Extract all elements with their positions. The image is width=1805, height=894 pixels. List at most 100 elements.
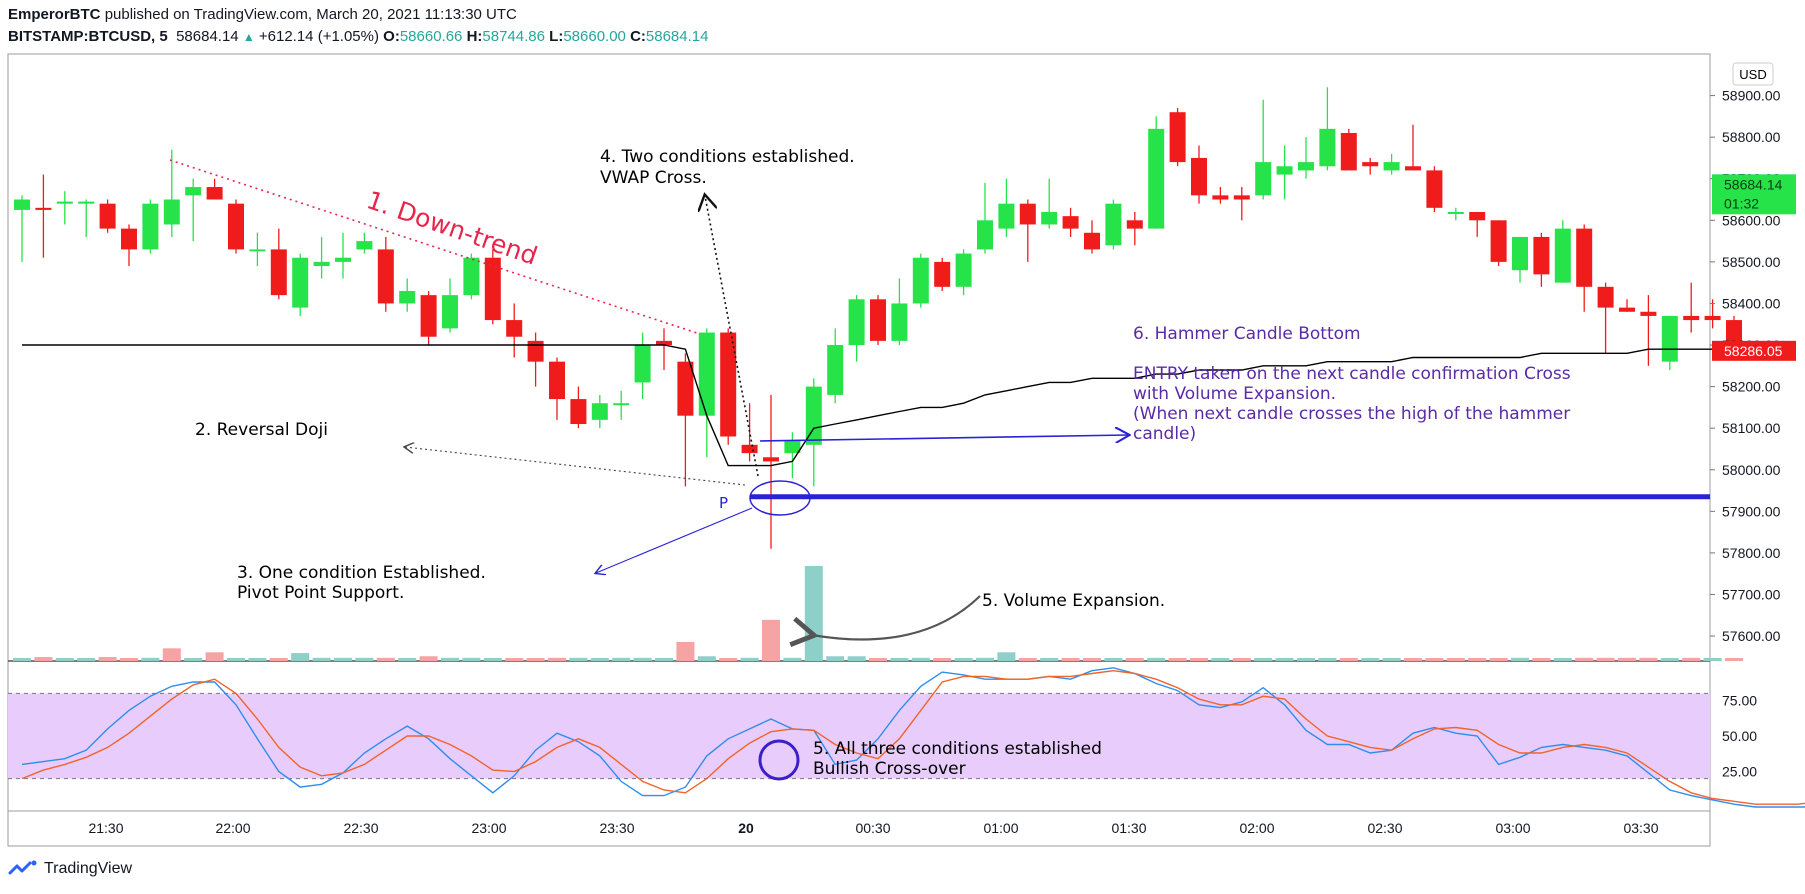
vwap-price-text: 58286.05 — [1724, 343, 1783, 359]
volume-bar — [826, 656, 845, 661]
candle-body — [805, 386, 822, 445]
volume-bar — [783, 657, 802, 661]
candle-body — [1319, 128, 1336, 167]
author-name[interactable]: EmperorBTC — [8, 6, 101, 23]
candle-body — [1276, 166, 1293, 175]
volume-bar — [911, 657, 930, 661]
volume-bar — [1468, 658, 1487, 661]
stoch-d-line — [21, 669, 1805, 805]
entry-line1: ENTRY taken on the next candle confirmat… — [1133, 364, 1571, 384]
currency-label: USD — [1739, 67, 1766, 82]
volume-bar — [1168, 658, 1187, 661]
oscillator-tick-label: 25.00 — [1722, 764, 1757, 780]
vwap-cross-line1: 4. Two conditions established. — [600, 147, 855, 167]
candle-body — [99, 203, 116, 229]
price-tick-label: 58400.00 — [1722, 295, 1781, 311]
candle-body — [335, 257, 351, 262]
volume-bar — [1682, 657, 1701, 661]
volume-bar — [98, 657, 117, 661]
volume-bar — [976, 657, 994, 661]
candle-body — [1340, 132, 1357, 171]
candle-body — [1148, 128, 1165, 229]
entry-arrow — [759, 435, 1128, 441]
volume-bar — [205, 652, 224, 661]
stochastic-lines — [21, 667, 1805, 808]
pivot-condition-line2: Pivot Point Support. — [237, 583, 404, 603]
volume-bar — [762, 619, 780, 661]
volume-bar — [291, 653, 310, 661]
candle-body — [1212, 195, 1229, 200]
volume-bar — [1553, 658, 1572, 661]
volume-bar — [526, 658, 545, 661]
candle-body — [228, 203, 244, 250]
volume-bar — [13, 658, 31, 661]
tradingview-brand-text: TradingView — [44, 860, 133, 877]
currency-badge[interactable] — [1732, 62, 1774, 86]
volume-bar — [633, 657, 652, 661]
symbol-info-bar: BITSTAMP:BTCUSD, 5 58684.14 ▲ +612.14 (+… — [8, 28, 708, 45]
candle-body — [206, 187, 223, 200]
volume-bar — [1211, 658, 1230, 661]
price-tick-label: 58000.00 — [1722, 462, 1781, 478]
volume-bar — [1660, 658, 1679, 661]
volume-bar — [1083, 658, 1101, 661]
candle-body — [442, 295, 458, 329]
high-label: H: — [466, 28, 483, 45]
reversal-doji-arrow — [405, 447, 746, 486]
volume-bar — [441, 657, 459, 661]
volume-bar — [676, 642, 695, 661]
oscillator-tick-label: 50.00 — [1722, 728, 1757, 744]
tradingview-logo-icon — [8, 860, 37, 875]
price-tick-label: 58800.00 — [1722, 129, 1781, 145]
time-axis[interactable]: 21:30 22:00 22:30 23:00 23:30 20 00:30 01:00 01:… — [88, 820, 1658, 836]
time-tick-label: 22:30 — [343, 820, 378, 836]
price-change: +612.14 (+1.05%) — [258, 28, 379, 45]
candle-body — [677, 361, 694, 416]
volume-bar — [334, 657, 352, 661]
candle-body — [955, 253, 972, 287]
volume-bar — [462, 657, 481, 661]
candle-body — [1533, 236, 1550, 275]
vwap-line — [22, 344, 1734, 467]
close-value: 58684.14 — [645, 28, 709, 45]
volume-bar — [697, 656, 716, 661]
candle-body — [784, 440, 801, 454]
price-axis[interactable]: 58900.0058800.0058700.0058600.0058500.00… — [1710, 88, 1781, 644]
entry-line4: candle) — [1133, 424, 1196, 444]
candle-body — [420, 295, 437, 337]
volume-bar — [1382, 658, 1401, 661]
candle-body — [827, 345, 844, 395]
volume-bar — [248, 658, 267, 661]
symbol-name[interactable]: BITSTAMP:BTCUSD, 5 — [8, 28, 168, 45]
volume-bar — [1575, 657, 1594, 661]
volume-bar — [398, 658, 417, 661]
volume-bar — [847, 656, 866, 661]
volume-bar — [141, 657, 160, 661]
candle-body — [292, 257, 309, 308]
volume-bar — [590, 658, 609, 661]
candles — [14, 87, 1742, 549]
crossover-circle[interactable] — [758, 739, 800, 781]
footer-brand[interactable]: TradingView — [8, 860, 132, 878]
candle-body — [249, 249, 266, 252]
candle-body — [998, 203, 1015, 229]
candle-body — [377, 249, 394, 304]
hammer-ellipse[interactable] — [749, 480, 811, 516]
volume-bar — [312, 657, 331, 661]
candle-body — [763, 457, 779, 462]
volume-bars — [13, 566, 1743, 661]
current-price-label — [1712, 174, 1796, 215]
candle-body — [506, 320, 523, 337]
candle-body — [1233, 195, 1250, 200]
volume-bar — [1125, 658, 1144, 661]
time-tick-label: 00:30 — [855, 820, 890, 836]
volume-bar — [1190, 658, 1208, 661]
candle-body — [527, 340, 544, 362]
high-value: 58744.86 — [482, 28, 545, 45]
price-tick-label: 58200.00 — [1722, 379, 1781, 395]
time-tick-label: 03:30 — [1623, 820, 1658, 836]
candle-body — [356, 241, 373, 250]
volume-bar — [77, 658, 96, 661]
price-tick-label: 58600.00 — [1722, 212, 1781, 228]
